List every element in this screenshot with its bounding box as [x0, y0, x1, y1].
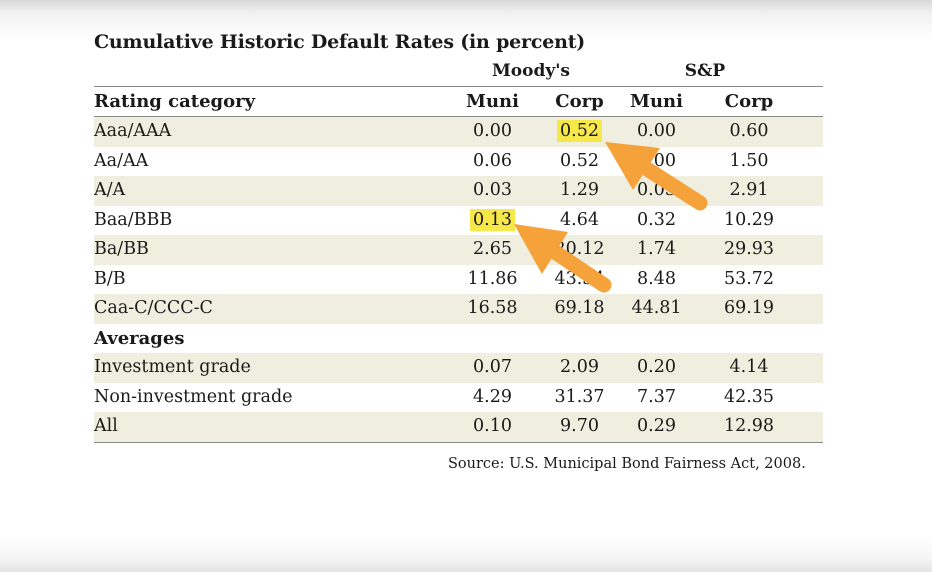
averages-heading: Averages: [94, 327, 185, 349]
value-cell: 0.07: [473, 357, 512, 377]
rating-category-cell: Non-investment grade: [94, 386, 293, 407]
value-cell: 0.52: [560, 150, 599, 171]
value-cell: 31.37: [554, 386, 605, 407]
value-cell: 0.00: [637, 150, 676, 171]
value-cell: 0.32: [637, 209, 676, 230]
value-cell: 44.81: [631, 298, 682, 318]
averages-section-row: Averages: [94, 324, 823, 354]
rating-category-cell: All: [94, 416, 118, 436]
highlight-marker: 0.13: [470, 208, 515, 231]
value-cell: 10.29: [723, 209, 775, 230]
rating-category-cell: Aaa/AAA: [94, 121, 172, 141]
value-cell: 0.60: [729, 121, 769, 141]
rating-category-cell: Caa-C/CCC-C: [94, 298, 213, 318]
table-row: Ba/BB 2.65 20.12 1.74 29.93: [94, 235, 823, 265]
table-row: Aaa/AAA 0.00 0.52 0.00 0.60: [94, 117, 823, 147]
table-row: Investment grade 0.07 2.09 0.20 4.14: [94, 353, 823, 383]
value-cell: 4.64: [560, 209, 599, 230]
col-header-sp-muni: Muni: [630, 91, 683, 112]
value-cell: 12.98: [723, 416, 775, 436]
value-cell: 0.06: [473, 150, 512, 171]
rating-category-cell: B/B: [94, 268, 126, 289]
col-header-moodys-corp: Corp: [555, 91, 604, 112]
table-row: Aa/AA 0.06 0.52 0.00 1.50: [94, 147, 823, 177]
value-cell: 0.00: [473, 121, 512, 141]
rating-category-cell: Baa/BBB: [94, 209, 173, 230]
value-cell: 16.58: [467, 298, 518, 318]
value-cell: 1.29: [560, 180, 599, 200]
value-cell: 0.20: [637, 357, 676, 377]
value-cell-highlighted: 0.52: [541, 117, 618, 147]
value-cell: 43.34: [554, 268, 605, 289]
value-cell: 2.09: [560, 357, 599, 377]
group-header-row: Moody's S&P: [94, 56, 823, 87]
value-cell: 69.18: [554, 298, 605, 318]
value-cell-highlighted: 0.13: [444, 206, 541, 236]
group-moodys: Moody's: [491, 61, 571, 81]
table-title: Cumulative Historic Default Rates (in pe…: [94, 31, 586, 53]
value-cell: 29.93: [723, 239, 775, 259]
table-row: Caa-C/CCC-C 16.58 69.18 44.81 69.19: [94, 294, 823, 324]
value-cell: 8.48: [637, 268, 676, 289]
col-header-rating-category: Rating category: [94, 91, 256, 112]
rating-category-cell: Aa/AA: [94, 150, 149, 171]
rating-category-cell: Ba/BB: [94, 239, 149, 259]
value-cell: 2.91: [729, 180, 769, 200]
table-row: Baa/BBB 0.13 4.64 0.32 10.29: [94, 206, 823, 236]
rating-category-cell: Investment grade: [94, 357, 251, 377]
value-cell: 11.86: [467, 268, 518, 289]
value-cell: 53.72: [723, 268, 775, 289]
value-cell: 1.74: [637, 239, 676, 259]
highlight-marker: 0.52: [557, 120, 602, 142]
table-row: Non-investment grade 4.29 31.37 7.37 42.…: [94, 383, 823, 413]
value-cell: 42.35: [723, 386, 775, 407]
value-cell: 0.10: [473, 416, 512, 436]
table-row: All 0.10 9.70 0.29 12.98: [94, 412, 823, 443]
value-cell: 2.65: [473, 239, 512, 259]
value-cell: 0.29: [637, 416, 676, 436]
value-cell: 4.29: [473, 386, 512, 407]
value-cell: 4.14: [729, 357, 769, 377]
table-row: A/A 0.03 1.29 0.03 2.91: [94, 176, 823, 206]
source-note: Source: U.S. Municipal Bond Fairness Act…: [448, 456, 806, 472]
default-rates-figure: Cumulative Historic Default Rates (in pe…: [94, 28, 823, 443]
value-cell: 0.00: [637, 121, 676, 141]
value-cell: 9.70: [560, 416, 599, 436]
col-header-moodys-muni: Muni: [466, 91, 519, 112]
value-cell: 0.03: [637, 180, 676, 200]
value-cell: 0.03: [473, 180, 512, 200]
rating-category-cell: A/A: [94, 180, 126, 200]
col-header-sp-corp: Corp: [724, 91, 774, 112]
value-cell: 7.37: [637, 386, 676, 407]
table-row: B/B 11.86 43.34 8.48 53.72: [94, 265, 823, 295]
group-sp: S&P: [684, 61, 726, 81]
value-cell: 1.50: [729, 150, 769, 171]
column-header-row: Rating category Muni Corp Muni Corp: [94, 87, 823, 117]
value-cell: 69.19: [723, 298, 775, 318]
value-cell: 20.12: [554, 239, 605, 259]
